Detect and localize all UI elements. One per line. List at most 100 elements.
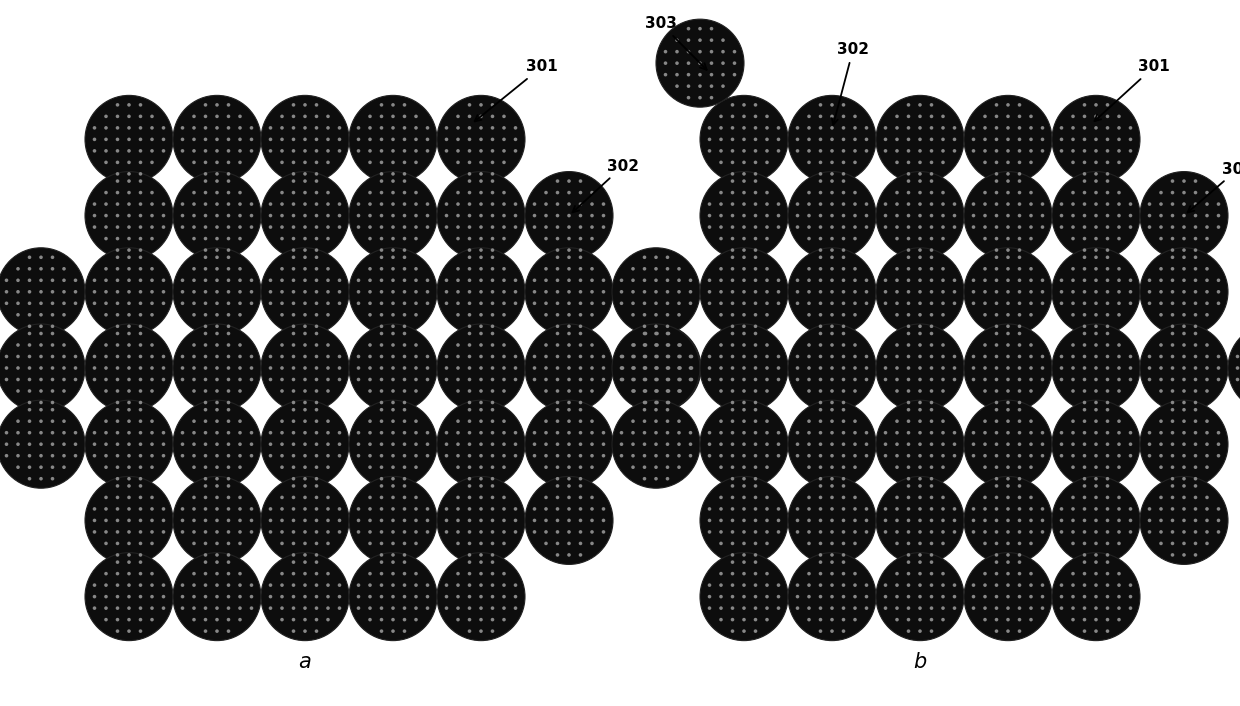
Circle shape (216, 191, 218, 194)
Circle shape (754, 237, 758, 240)
Circle shape (115, 465, 119, 469)
Circle shape (972, 519, 976, 522)
Circle shape (51, 290, 55, 294)
Circle shape (567, 553, 570, 557)
Circle shape (765, 290, 769, 294)
Circle shape (357, 126, 361, 130)
Circle shape (842, 191, 846, 194)
Circle shape (666, 378, 670, 381)
Circle shape (601, 301, 605, 305)
Circle shape (1106, 401, 1110, 405)
Circle shape (644, 378, 647, 381)
Circle shape (983, 290, 987, 294)
Circle shape (941, 237, 945, 240)
Circle shape (631, 454, 635, 457)
Circle shape (491, 203, 495, 206)
Circle shape (315, 561, 319, 564)
Circle shape (291, 553, 295, 557)
Circle shape (491, 401, 495, 405)
Circle shape (40, 431, 43, 434)
Circle shape (1083, 465, 1086, 469)
Circle shape (479, 203, 482, 206)
Circle shape (1083, 160, 1086, 164)
Circle shape (930, 225, 934, 229)
Circle shape (906, 431, 910, 434)
Circle shape (115, 519, 119, 522)
Circle shape (831, 203, 833, 206)
Circle shape (1083, 419, 1086, 423)
Circle shape (1040, 530, 1044, 534)
Circle shape (1117, 160, 1121, 164)
Circle shape (368, 290, 372, 294)
Circle shape (115, 484, 119, 488)
Circle shape (1106, 618, 1110, 621)
Circle shape (203, 267, 207, 270)
Circle shape (467, 443, 471, 446)
Circle shape (491, 389, 495, 393)
Circle shape (456, 354, 460, 359)
Circle shape (203, 138, 207, 141)
Circle shape (1216, 354, 1220, 359)
Circle shape (1106, 606, 1110, 610)
Circle shape (238, 595, 242, 599)
Circle shape (579, 191, 583, 194)
Circle shape (139, 103, 143, 107)
Circle shape (776, 583, 780, 587)
Circle shape (491, 354, 495, 359)
Circle shape (216, 496, 218, 499)
Circle shape (502, 138, 506, 141)
Circle shape (864, 225, 868, 229)
Circle shape (1029, 354, 1033, 359)
Circle shape (467, 172, 471, 176)
Circle shape (304, 542, 306, 545)
Circle shape (368, 138, 372, 141)
Circle shape (807, 583, 811, 587)
Circle shape (203, 149, 207, 152)
Circle shape (667, 332, 671, 335)
Circle shape (1148, 519, 1151, 522)
Circle shape (216, 553, 218, 557)
Circle shape (1083, 378, 1086, 381)
Circle shape (1128, 149, 1132, 152)
Circle shape (983, 431, 987, 434)
Circle shape (379, 103, 383, 107)
Circle shape (161, 378, 165, 381)
Circle shape (115, 225, 119, 229)
Circle shape (425, 203, 429, 206)
Circle shape (0, 400, 86, 489)
Circle shape (631, 313, 635, 316)
Circle shape (730, 465, 734, 469)
Circle shape (227, 519, 231, 522)
Circle shape (456, 366, 460, 370)
Circle shape (579, 214, 583, 217)
Circle shape (754, 267, 758, 270)
Circle shape (853, 530, 857, 534)
Circle shape (818, 595, 822, 599)
Circle shape (941, 366, 945, 370)
Circle shape (688, 454, 692, 457)
Circle shape (139, 301, 143, 305)
Circle shape (62, 313, 66, 316)
Circle shape (479, 172, 482, 176)
Circle shape (368, 507, 372, 510)
Circle shape (831, 629, 833, 633)
Circle shape (676, 73, 678, 76)
Circle shape (941, 378, 945, 381)
Circle shape (1205, 354, 1209, 359)
Circle shape (842, 496, 846, 499)
Circle shape (533, 225, 536, 229)
Circle shape (730, 419, 734, 423)
Circle shape (831, 519, 833, 522)
Circle shape (467, 378, 471, 381)
Circle shape (853, 290, 857, 294)
Circle shape (479, 313, 482, 316)
Circle shape (853, 595, 857, 599)
Circle shape (479, 301, 482, 305)
Circle shape (5, 301, 9, 305)
Circle shape (655, 278, 657, 282)
Circle shape (414, 496, 418, 499)
Circle shape (930, 572, 934, 575)
Circle shape (291, 366, 295, 370)
Circle shape (733, 50, 737, 54)
Circle shape (315, 595, 319, 599)
